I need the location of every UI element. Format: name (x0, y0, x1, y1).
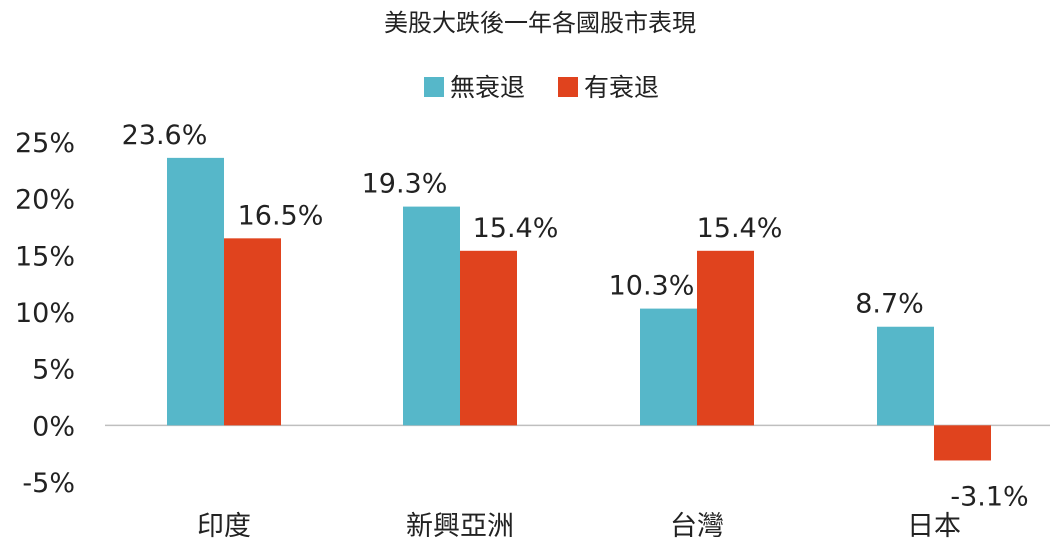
data-label: 15.4% (697, 213, 783, 244)
data-label: -3.1% (950, 481, 1028, 512)
bar-recession-0 (224, 238, 281, 426)
bar-no-recession-1 (403, 206, 460, 426)
x-axis: 印度 新興亞洲 台灣 日本 (197, 511, 961, 542)
data-label: 10.3% (609, 271, 695, 302)
bar-no-recession-2 (640, 308, 697, 426)
y-tick-label: 20% (15, 185, 75, 216)
y-axis: 25% 20% 15% 10% 5% 0% -5% (15, 128, 75, 499)
y-tick-label: 10% (15, 298, 75, 329)
data-label: 19.3% (362, 169, 448, 200)
bars-group (167, 157, 991, 461)
x-category-label: 新興亞洲 (406, 511, 514, 542)
data-label: 16.5% (238, 200, 324, 231)
y-tick-label: 25% (15, 128, 75, 159)
data-label: 8.7% (855, 289, 924, 320)
chart-title: 美股大跌後一年各國股市表現 (384, 9, 696, 37)
bar-no-recession-0 (167, 157, 224, 426)
bar-recession-1 (460, 250, 517, 426)
legend-swatch-no-recession (424, 77, 444, 97)
data-label: 23.6% (122, 120, 208, 151)
legend: 無衰退 有衰退 (424, 73, 659, 102)
x-category-label: 台灣 (670, 511, 724, 542)
y-tick-label: 5% (32, 355, 75, 386)
y-tick-label: 15% (15, 241, 75, 272)
bar-no-recession-3 (877, 326, 934, 426)
y-tick-label: 0% (32, 411, 75, 442)
y-tick-label: -5% (22, 468, 75, 499)
x-category-label: 印度 (197, 511, 251, 542)
legend-label-no-recession: 無衰退 (450, 73, 525, 102)
legend-swatch-recession (558, 77, 578, 97)
bar-recession-3 (934, 425, 991, 461)
bar-recession-2 (697, 250, 754, 426)
data-label: 15.4% (473, 213, 559, 244)
x-category-label: 日本 (907, 511, 961, 542)
legend-label-recession: 有衰退 (584, 73, 659, 102)
data-labels-group: 23.6%16.5%19.3%15.4%10.3%15.4%8.7%-3.1% (122, 120, 1029, 513)
